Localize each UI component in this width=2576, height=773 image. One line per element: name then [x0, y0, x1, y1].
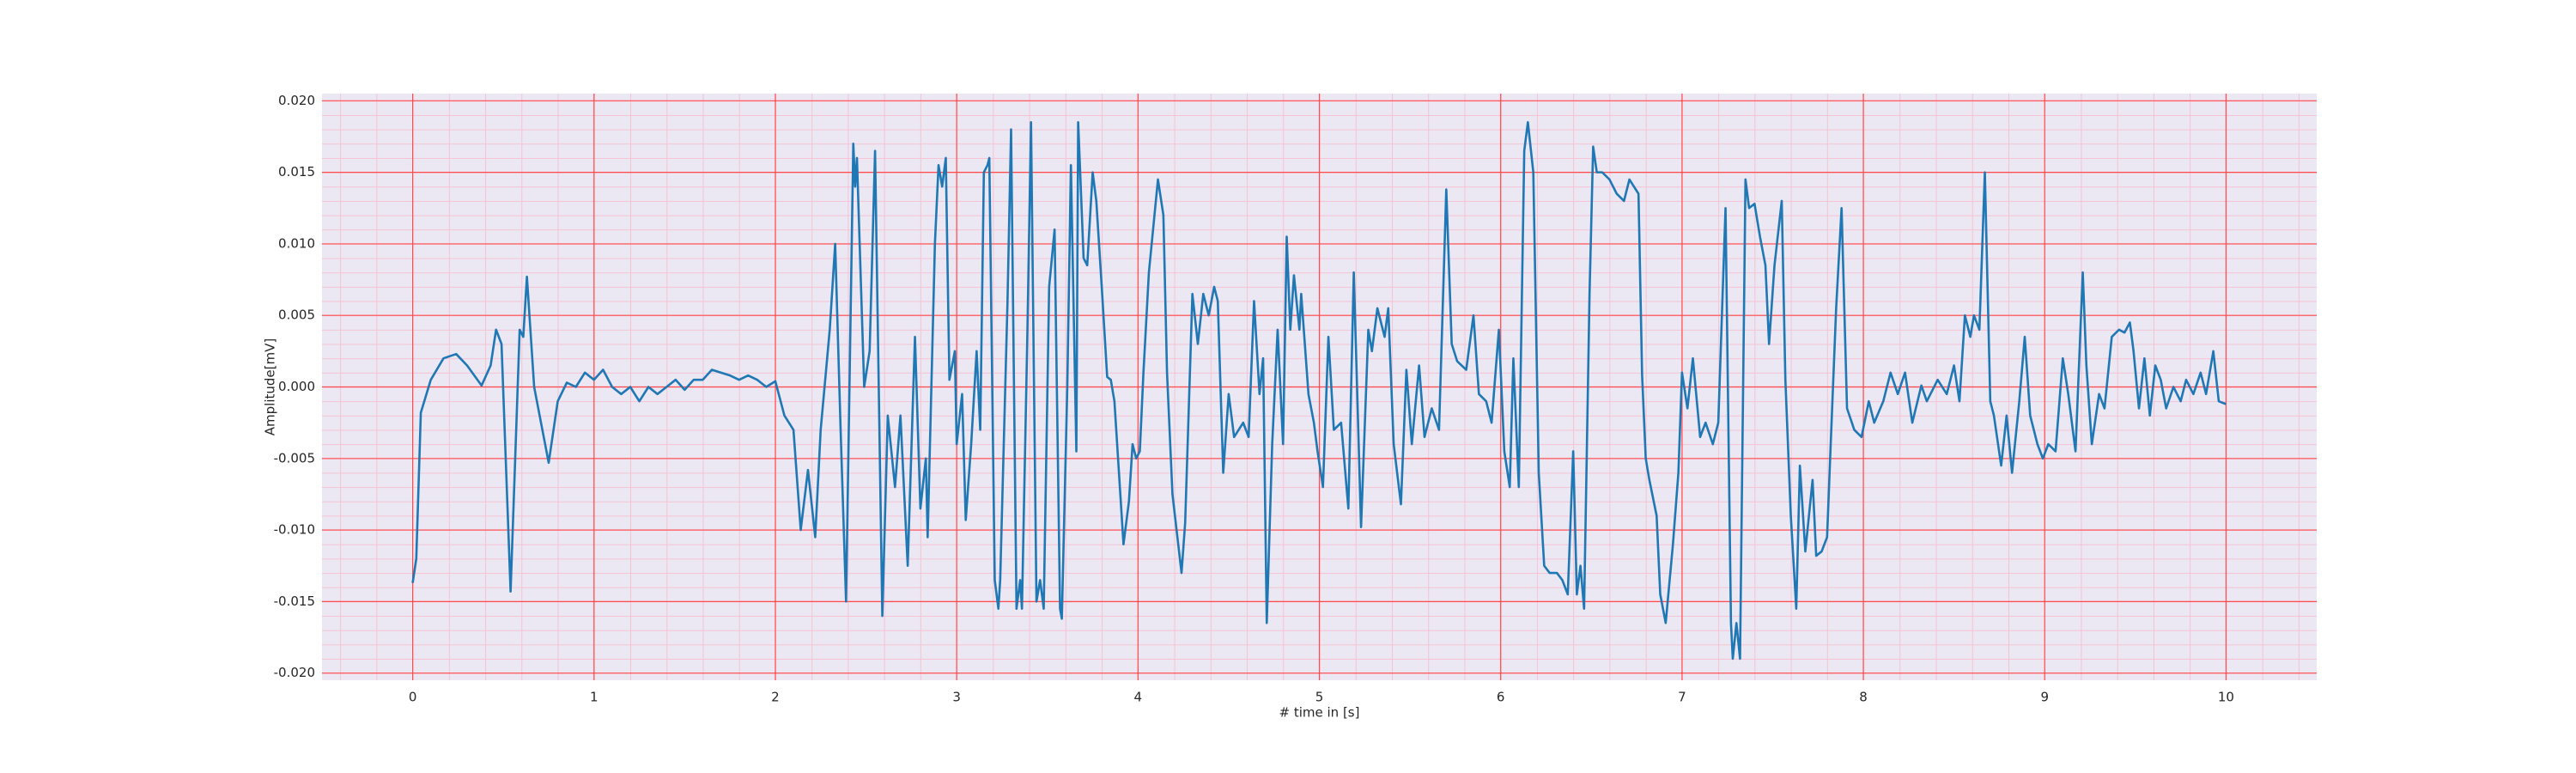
y-tick-label: -0.020	[274, 665, 315, 680]
y-tick-label: -0.005	[274, 450, 315, 466]
y-tick-label: 0.005	[278, 307, 315, 323]
x-tick-label: 8	[1859, 690, 1868, 705]
y-tick-label: -0.010	[274, 522, 315, 538]
y-tick-label: 0.000	[278, 379, 315, 394]
x-tick-label: 0	[409, 690, 417, 705]
y-tick-label: 0.010	[278, 235, 315, 251]
x-tick-label: 1	[590, 690, 598, 705]
y-tick-label: -0.015	[274, 593, 315, 609]
y-tick-label: 0.020	[278, 93, 315, 108]
x-tick-label: 7	[1678, 690, 1686, 705]
x-tick-label: 3	[952, 690, 961, 705]
y-axis-label: Amplitude[mV]	[263, 338, 278, 435]
x-tick-label: 6	[1497, 690, 1505, 705]
x-tick-label: 9	[2040, 690, 2049, 705]
x-tick-label: 5	[1315, 690, 1324, 705]
x-tick-label: 10	[2218, 690, 2234, 705]
x-tick-label: 2	[771, 690, 780, 705]
y-tick-label: 0.015	[278, 164, 315, 180]
x-tick-label: 4	[1134, 690, 1143, 705]
signal-line	[411, 121, 2227, 660]
x-axis-label: # time in [s]	[1279, 705, 1360, 721]
